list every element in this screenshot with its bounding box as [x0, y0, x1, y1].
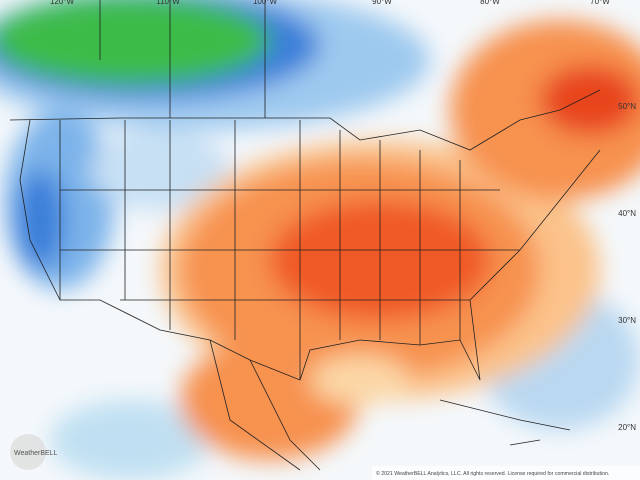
canada-borders [99, 0, 266, 118]
latitude-label: 40°N [618, 209, 636, 218]
longitude-label: 120°W [50, 0, 75, 6]
caribbean [439, 399, 571, 446]
longitude-label: 70°W [590, 0, 610, 6]
latitude-label: 30°N [618, 316, 636, 325]
borders [9, 0, 601, 471]
copyright-box [372, 466, 640, 480]
longitude-label: 80°W [480, 0, 500, 6]
logo: WeatherBELL [14, 450, 58, 457]
state-borders [59, 120, 520, 380]
us-canada-border [9, 89, 601, 151]
longitude-label: 110°W [156, 0, 180, 6]
logo-mark [10, 434, 46, 470]
us-outline [19, 119, 601, 381]
longitude-label: 100°W [253, 0, 278, 6]
copyright: © 2021 WeatherBELL Analytics, LLC. All r… [376, 470, 609, 477]
mexico-outline [209, 339, 321, 471]
latitude-label: 20°N [618, 423, 636, 432]
latitude-label: 50°N [618, 102, 636, 111]
graticule-labels: 120°W 110°W 100°W 90°W 80°W 70°W 50°N 40°N 30°N 2… [50, 0, 636, 432]
longitude-label: 90°W [372, 0, 392, 6]
